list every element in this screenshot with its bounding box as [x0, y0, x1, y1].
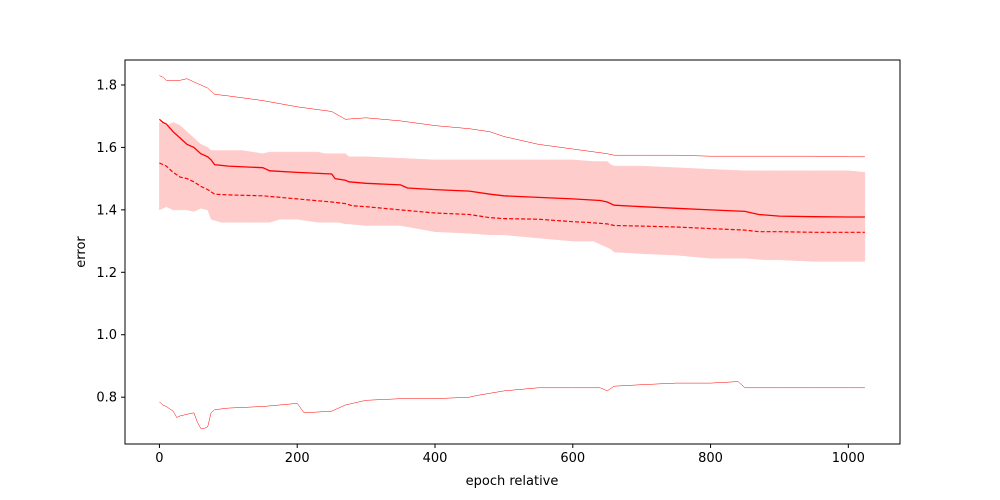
mean-error-line-0	[158, 118, 865, 218]
median-error-line-1	[159, 162, 865, 233]
error-band	[159, 122, 866, 262]
x-tick-label: 200	[285, 451, 310, 466]
axes-frame	[124, 59, 901, 445]
x-tick-label: 400	[423, 451, 448, 466]
plot-area	[158, 75, 866, 429]
bound-line-3	[159, 381, 865, 429]
y-tick-label: 1.4	[96, 203, 117, 218]
x-tick-label: 1000	[832, 451, 865, 466]
x-tick-label: 800	[698, 451, 723, 466]
y-tick-label: 1.2	[96, 266, 117, 281]
y-axis: 0.8 1.0 1.2 1.4 1.6 1.8	[96, 78, 125, 406]
y-tick-label: 1.6	[96, 141, 117, 156]
bound-line-2	[159, 75, 865, 158]
x-tick-label: 600	[560, 451, 585, 466]
y-tick-label: 0.8	[96, 391, 117, 406]
y-axis-label: error	[74, 236, 89, 268]
x-axis: 0 200 400 600 800 1000	[155, 444, 865, 466]
x-tick-label: 0	[155, 451, 163, 466]
x-axis-label: epoch relative	[466, 474, 559, 489]
y-tick-label: 1.8	[96, 78, 117, 93]
y-tick-label: 1.0	[96, 328, 117, 343]
